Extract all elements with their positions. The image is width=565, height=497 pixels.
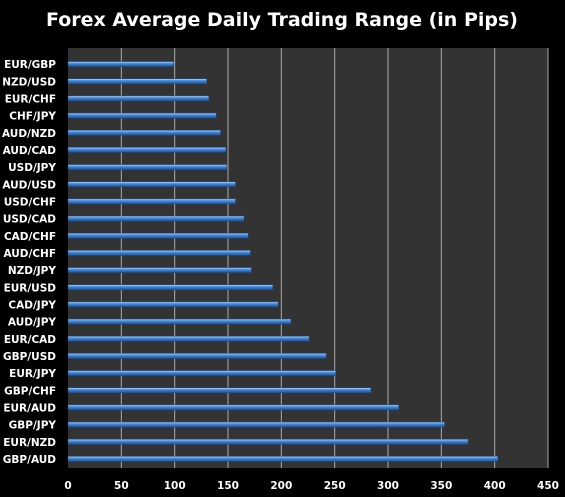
category-axis: EUR/GBP NZD/USD EUR/CHF CHF/JPY AUD/NZD AUD/C… — [2, 59, 56, 466]
category-label-aud-jpy: AUD/JPY — [8, 317, 56, 329]
category-label-eur-aud: EUR/AUD — [3, 402, 56, 414]
category-label-eur-nzd: EUR/NZD — [3, 437, 56, 449]
category-label-aud-nzd: AUD/NZD — [2, 128, 56, 140]
bar-aud-chf — [67, 250, 251, 256]
bar-cad-chf — [67, 233, 249, 239]
bar-aud-jpy — [67, 318, 292, 325]
category-label-usd-jpy: USD/JPY — [8, 162, 56, 174]
category-label-aud-cad: AUD/CAD — [3, 145, 57, 157]
bar-aud-nzd — [67, 130, 221, 136]
bar-eur-gbp — [67, 61, 174, 67]
bar-eur-aud — [67, 404, 399, 411]
category-label-usd-chf: USD/CHF — [4, 196, 56, 208]
bar-nzd-usd — [67, 78, 207, 84]
bar-nzd-jpy — [67, 267, 252, 273]
category-label-gbp-jpy: GBP/JPY — [9, 420, 57, 432]
bar-eur-nzd — [67, 439, 469, 445]
category-label-eur-gbp: EUR/GBP — [4, 59, 56, 71]
bar-series — [67, 61, 499, 462]
category-label-cad-jpy: CAD/JPY — [8, 299, 56, 311]
x-tick-label-8: 400 — [484, 480, 506, 492]
bar-gbp-usd — [67, 353, 327, 359]
bar-usd-cad — [67, 215, 245, 222]
bar-usd-jpy — [67, 164, 228, 170]
category-label-eur-usd: EUR/USD — [4, 282, 57, 294]
category-label-gbp-usd: GBP/USD — [3, 351, 56, 363]
category-label-eur-jpy: EUR/JPY — [9, 368, 56, 380]
value-axis: 0 50 100 150 200 250 300 350 400 450 — [64, 480, 559, 492]
category-label-gbp-aud: GBP/AUD — [3, 454, 56, 466]
category-label-nzd-jpy: NZD/JPY — [8, 265, 57, 277]
x-tick-label-5: 250 — [324, 480, 346, 492]
bar-gbp-chf — [67, 387, 372, 393]
x-tick-label-4: 200 — [270, 480, 292, 492]
bar-aud-usd — [67, 181, 236, 187]
bar-chf-jpy — [67, 112, 217, 119]
category-label-usd-cad: USD/CAD — [3, 214, 56, 226]
bar-usd-chf — [67, 198, 236, 205]
bar-eur-jpy — [67, 370, 336, 376]
bar-eur-usd — [67, 284, 274, 290]
category-label-aud-usd: AUD/USD — [2, 179, 56, 191]
x-tick-label-3: 150 — [217, 480, 239, 492]
category-label-nzd-usd: NZD/USD — [2, 76, 56, 88]
chart-title: Forex Average Daily Trading Range (in Pi… — [46, 9, 518, 31]
x-tick-label-0: 0 — [64, 480, 71, 492]
bar-cad-jpy — [67, 301, 279, 308]
x-tick-label-1: 50 — [114, 480, 129, 492]
bar-aud-cad — [67, 147, 227, 153]
category-label-gbp-chf: GBP/CHF — [4, 385, 56, 397]
bar-eur-chf — [67, 95, 210, 102]
bar-gbp-jpy — [67, 421, 445, 428]
category-label-aud-chf: AUD/CHF — [3, 248, 56, 260]
category-label-eur-chf: EUR/CHF — [5, 93, 56, 105]
category-label-cad-chf: CAD/CHF — [4, 231, 56, 243]
x-tick-label-2: 100 — [164, 480, 186, 492]
x-tick-label-6: 300 — [377, 480, 399, 492]
category-label-chf-jpy: CHF/JPY — [9, 111, 56, 123]
x-tick-label-7: 350 — [430, 480, 452, 492]
x-tick-label-9: 450 — [537, 480, 559, 492]
bar-eur-cad — [67, 336, 310, 342]
bar-gbp-aud — [67, 456, 499, 462]
category-label-eur-cad: EUR/CAD — [4, 334, 56, 346]
